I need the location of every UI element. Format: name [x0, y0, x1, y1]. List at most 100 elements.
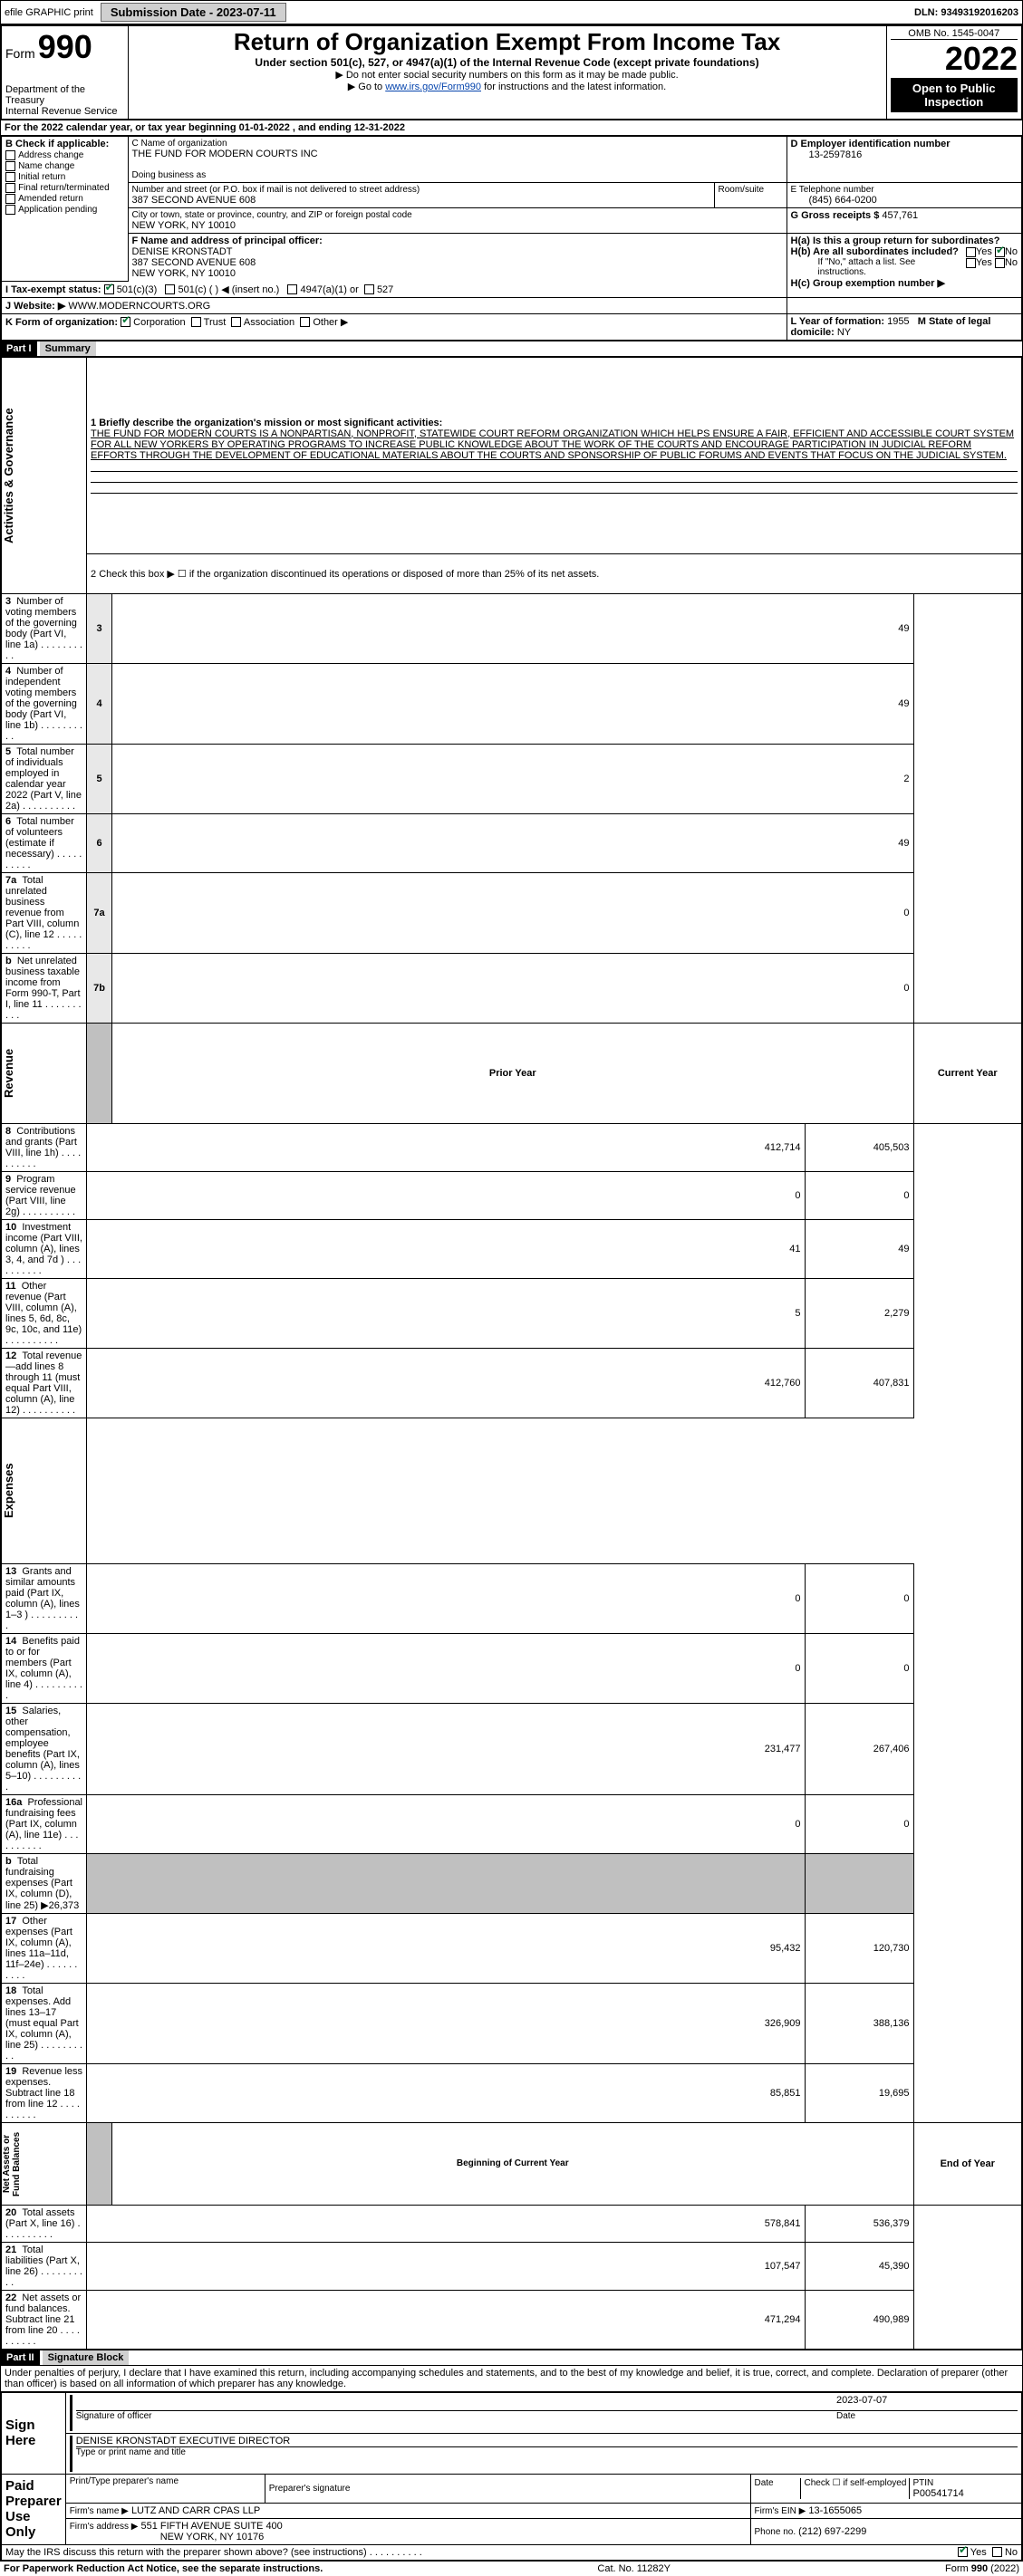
- gov-row-7a: 7a Total unrelated business revenue from…: [1, 872, 1022, 953]
- check-application-pending[interactable]: [5, 205, 15, 215]
- 4947-checkbox[interactable]: [287, 284, 297, 294]
- may-irs-no-checkbox[interactable]: [992, 2547, 1002, 2557]
- block-b-item: Address change: [5, 149, 124, 160]
- sig-date-label: Date: [836, 2411, 1018, 2421]
- officer-addr2: NEW YORK, NY 10010: [132, 268, 783, 279]
- exp-row-13: 13 Grants and similar amounts paid (Part…: [1, 1563, 1022, 1633]
- na-row-22: 22 Net assets or fund balances. Subtract…: [1, 2290, 1022, 2350]
- officer-sig-block: 2023-07-07 Signature of officer Date: [70, 2395, 1018, 2431]
- form-note2: ▶ Go to www.irs.gov/Form990 for instruct…: [132, 81, 883, 92]
- exp-row-15: 15 Salaries, other compensation, employe…: [1, 1703, 1022, 1794]
- check-amended-return[interactable]: [5, 194, 15, 204]
- 501c-checkbox[interactable]: [165, 284, 175, 294]
- 527-label: 527: [377, 284, 393, 295]
- mission-text: THE FUND FOR MODERN COURTS IS A NONPARTI…: [91, 428, 1018, 461]
- ha-no-checkbox[interactable]: [995, 247, 1005, 257]
- irs-link[interactable]: www.irs.gov/Form990: [385, 82, 481, 92]
- revenue-side-label: Revenue: [2, 1024, 15, 1123]
- 527-checkbox[interactable]: [364, 284, 374, 294]
- firm-addr: 551 FIFTH AVENUE SUITE 400: [141, 2521, 283, 2532]
- rev-row-11: 11 Other revenue (Part VIII, column (A),…: [1, 1278, 1022, 1348]
- part1-badge: Part I: [1, 341, 37, 356]
- note2-post: for instructions and the latest informat…: [484, 82, 666, 92]
- may-irs-text: May the IRS discuss this return with the…: [5, 2547, 367, 2558]
- corp-checkbox[interactable]: [121, 317, 130, 327]
- street-address: 387 SECOND AVENUE 608: [132, 195, 710, 206]
- firm-ein: 13-1655065: [808, 2505, 862, 2516]
- ha-yes-checkbox[interactable]: [966, 247, 976, 257]
- prep-name-h: Print/Type preparer's name: [70, 2476, 261, 2486]
- gov-row-3: 3 Number of voting members of the govern…: [1, 593, 1022, 663]
- d-label: D Employer identification number: [791, 139, 1018, 149]
- block-b-item: Initial return: [5, 171, 124, 182]
- rev-row-9: 9 Program service revenue (Part VIII, li…: [1, 1171, 1022, 1219]
- hb-yes-checkbox[interactable]: [966, 258, 976, 268]
- yes-label-2: Yes: [976, 257, 992, 268]
- hb-no-checkbox[interactable]: [995, 258, 1005, 268]
- assoc-checkbox[interactable]: [231, 317, 241, 327]
- dba-label: Doing business as: [132, 170, 783, 180]
- city-value: NEW YORK, NY 10010: [132, 220, 783, 231]
- no-label-2: No: [1005, 257, 1018, 268]
- rev-row-12: 12 Total revenue—add lines 8 through 11 …: [1, 1348, 1022, 1418]
- 501c3-checkbox[interactable]: [104, 284, 114, 294]
- expenses-side-label: Expenses: [2, 1418, 15, 1563]
- ha-row: H(a) Is this a group return for subordin…: [791, 235, 1018, 246]
- website-value: WWW.MODERNCOURTS.ORG: [68, 301, 210, 312]
- c-name-label: C Name of organization: [132, 139, 783, 149]
- check-address-change[interactable]: [5, 150, 15, 160]
- signature-table: Sign Here 2023-07-07 Signature of office…: [0, 2392, 1023, 2562]
- sig-officer-label: Signature of officer: [76, 2411, 836, 2421]
- check-name-change[interactable]: [5, 161, 15, 171]
- room-label: Room/suite: [719, 185, 783, 195]
- exp-row-19: 19 Revenue less expenses. Subtract line …: [1, 2063, 1022, 2122]
- exp-row-14: 14 Benefits paid to or for members (Part…: [1, 1633, 1022, 1703]
- city-label: City or town, state or province, country…: [132, 210, 783, 220]
- begin-year-header: Beginning of Current Year: [112, 2122, 913, 2205]
- ha-label: H(a) Is this a group return for subordin…: [791, 235, 1000, 246]
- note2-pre: ▶ Go to: [348, 82, 385, 92]
- gov-row-4: 4 Number of independent voting members o…: [1, 663, 1022, 744]
- hb-label: H(b) Are all subordinates included?: [791, 246, 959, 257]
- identity-block: B Check if applicable: Address change Na…: [0, 136, 1023, 341]
- prep-date-h: Date: [755, 2478, 800, 2499]
- addr-label: Number and street (or P.O. box if mail i…: [132, 185, 710, 195]
- gov-row-6: 6 Total number of volunteers (estimate i…: [1, 813, 1022, 872]
- line1-label: 1 Briefly describe the organization's mi…: [91, 418, 1018, 428]
- e-label: E Telephone number: [791, 185, 1018, 195]
- other-checkbox[interactable]: [300, 317, 310, 327]
- submission-date-button[interactable]: Submission Date - 2023-07-11: [101, 3, 286, 22]
- assoc-label: Association: [244, 317, 294, 328]
- hc-label: H(c) Group exemption number ▶: [791, 277, 1018, 289]
- efile-header: efile GRAPHIC print Submission Date - 20…: [0, 0, 1023, 24]
- gov-row-5: 5 Total number of individuals employed i…: [1, 744, 1022, 813]
- form-note1: ▶ Do not enter social security numbers o…: [132, 69, 883, 81]
- check-initial-return[interactable]: [5, 172, 15, 182]
- paid-preparer-label: Paid Preparer Use Only: [1, 2474, 65, 2544]
- other-label: Other ▶: [313, 317, 348, 328]
- line2: 2 Check this box ▶ ☐ if the organization…: [87, 553, 1022, 593]
- part1-header-row: Part I Summary: [0, 341, 1023, 357]
- k-label: K Form of organization:: [5, 317, 118, 328]
- firm-phone: (212) 697-2299: [798, 2526, 866, 2537]
- gross-receipts: 457,761: [882, 210, 918, 221]
- declaration: Under penalties of perjury, I declare th…: [0, 2366, 1023, 2392]
- g-label: G Gross receipts $: [791, 210, 880, 221]
- footer-form-num: 990: [971, 2563, 988, 2574]
- type-name-label: Type or print name and title: [76, 2447, 1018, 2457]
- part2-badge: Part II: [1, 2350, 40, 2365]
- part1-table: Activities & Governance 1 Briefly descri…: [0, 357, 1023, 2350]
- omb-number: OMB No. 1545-0047: [891, 28, 1018, 40]
- block-b-item: Amended return: [5, 193, 124, 204]
- self-emp-label: Check ☐ if self-employed: [800, 2478, 909, 2499]
- f-label: F Name and address of principal officer:: [132, 235, 783, 246]
- exp-row-16a: 16a Professional fundraising fees (Part …: [1, 1794, 1022, 1853]
- gov-row-7b: b Net unrelated business taxable income …: [1, 953, 1022, 1023]
- phone-value: (845) 664-0200: [791, 195, 1018, 206]
- org-name: THE FUND FOR MODERN COURTS INC: [132, 149, 783, 159]
- check-final-return-terminated[interactable]: [5, 183, 15, 193]
- corp-label: Corporation: [133, 317, 185, 328]
- 501c3-label: 501(c)(3): [117, 284, 158, 295]
- may-irs-yes-checkbox[interactable]: [958, 2547, 968, 2557]
- trust-checkbox[interactable]: [191, 317, 201, 327]
